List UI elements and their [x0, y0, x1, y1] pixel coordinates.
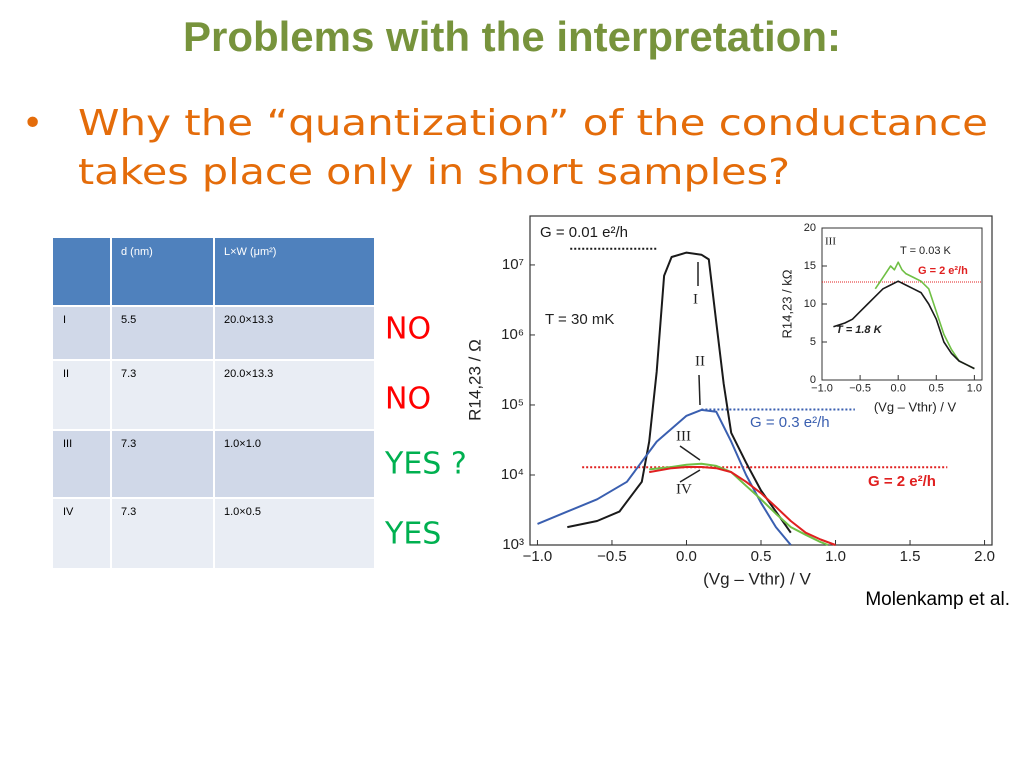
annotation: III: [825, 236, 836, 248]
reference-label: G = 2 e²/h: [868, 473, 936, 490]
series-label: III: [676, 428, 691, 444]
series-line: [567, 251, 792, 534]
y-tick-label: 10⁴: [501, 466, 524, 483]
answer: YES: [384, 517, 441, 552]
x-tick-label: −1.0: [811, 383, 833, 395]
header-cell: L×W (μm²): [224, 246, 276, 258]
y-tick-label: 10: [804, 298, 816, 310]
table-cell: 1.0×0.5: [224, 506, 261, 518]
label-arrow: [679, 445, 701, 461]
x-tick-label: 1.0: [825, 548, 846, 565]
x-tick-label: 2.0: [974, 548, 995, 565]
x-tick-label: 1.0: [967, 383, 982, 395]
table-cell: 5.5: [121, 314, 136, 326]
credit: Molenkamp et al.: [865, 589, 1010, 610]
series-label: I: [693, 291, 698, 307]
x-axis-label: (Vg – Vthr) / V: [874, 399, 957, 414]
reference-label: G = 0.3 e²/h: [750, 414, 830, 431]
x-tick-label: 1.5: [900, 548, 921, 565]
x-tick-label: 0.0: [891, 383, 906, 395]
table-cell: IV: [63, 506, 74, 518]
y-tick-label: 10³: [502, 536, 524, 553]
y-axis-label: R14,23 / kΩ: [779, 269, 794, 338]
series-line: [537, 408, 792, 546]
answer: YES ?: [384, 447, 467, 482]
series-label: IV: [676, 481, 692, 497]
y-tick-label: 0: [810, 374, 816, 386]
series-line: [833, 280, 975, 370]
series-label: T = 0.03 K: [900, 245, 952, 257]
answers: NO NO YES ? YES: [384, 312, 467, 552]
answer: NO: [385, 312, 431, 347]
table-cell: 7.3: [121, 368, 136, 380]
table-cell: III: [63, 438, 72, 450]
series-line: [649, 462, 829, 546]
table-cell: 20.0×13.3: [224, 368, 273, 380]
bullet-line: takes place only in short samples?: [78, 152, 790, 193]
table-cell: 7.3: [121, 438, 136, 450]
x-axis-label: (Vg – Vthr) / V: [703, 569, 811, 588]
answer: NO: [385, 382, 431, 417]
annotation: T = 30 mK: [545, 311, 614, 328]
x-tick-label: 0.5: [751, 548, 772, 565]
bullet-line: Why the “quantization” of the conductanc…: [78, 103, 988, 144]
series-line: [649, 466, 836, 546]
x-tick-label: −1.0: [523, 548, 553, 565]
series-label: II: [695, 353, 705, 369]
x-tick-label: −0.5: [849, 383, 871, 395]
series-line: [874, 261, 975, 370]
y-tick-label: 15: [804, 260, 816, 272]
bullet-marker: •: [22, 103, 43, 144]
slide-title: Problems with the interpretation:: [183, 13, 841, 60]
x-tick-label: −0.5: [597, 548, 627, 565]
table-cell: 7.3: [121, 506, 136, 518]
x-tick-label: 0.0: [676, 548, 697, 565]
reference-label: G = 2 e²/h: [918, 265, 968, 277]
y-tick-label: 20: [804, 222, 816, 234]
label-arrow: [698, 374, 701, 406]
y-tick-label: 5: [810, 336, 816, 348]
table-cell: 20.0×13.3: [224, 314, 273, 326]
y-tick-label: 10⁶: [501, 326, 524, 343]
y-axis-label: R14,23 / Ω: [465, 339, 484, 421]
table: d (nm) L×W (μm²) I 5.5 20.0×13.3 II 7.3 20.0×13…: [53, 238, 374, 568]
series-label: T = 1.8 K: [836, 324, 883, 336]
reference-label: G = 0.01 e²/h: [540, 224, 628, 241]
table-cell: 1.0×1.0: [224, 438, 261, 450]
table-cell: I: [63, 314, 66, 326]
x-tick-label: 0.5: [929, 383, 944, 395]
y-tick-label: 10⁵: [501, 396, 524, 413]
header-cell: d (nm): [121, 246, 153, 258]
label-arrow: [679, 469, 701, 483]
figure: −1.0 −0.5 0.0 0.5 1.0 1.5 2.0 10³ 10⁴ 10⁵ 10⁶ 10⁷ (V…: [465, 215, 995, 588]
table-cell: II: [63, 368, 69, 380]
y-tick-label: 10⁷: [502, 256, 524, 273]
